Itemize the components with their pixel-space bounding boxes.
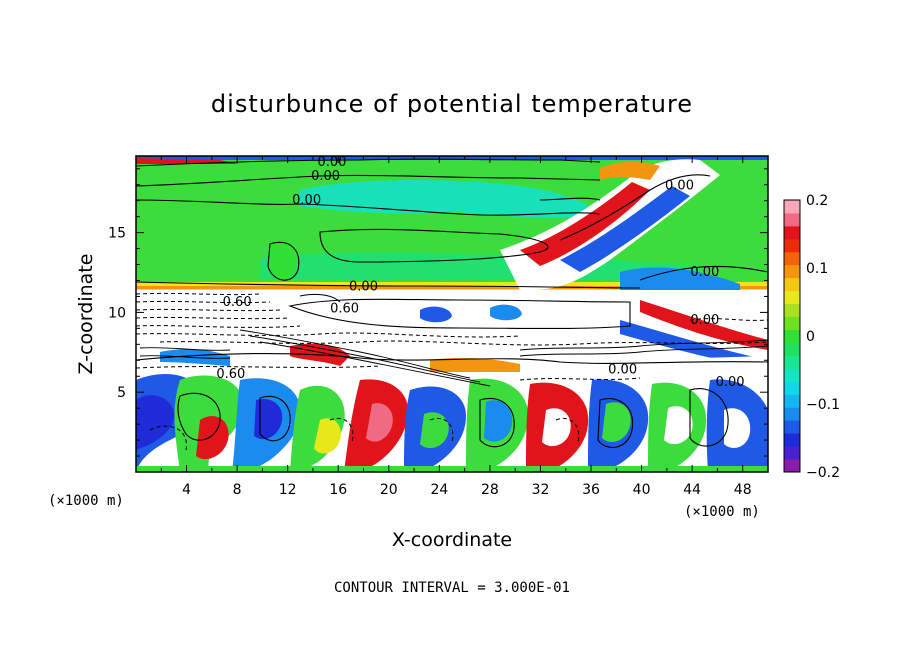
contour-label: 0.00 [608, 362, 637, 377]
swirl-8-white [542, 408, 571, 447]
ur-orange [600, 161, 660, 180]
swirl-10-white [664, 406, 693, 445]
x-tick-label: 24 [430, 482, 448, 498]
contour-label: 0.00 [716, 375, 745, 390]
colorbar-cell [784, 381, 800, 395]
colorbar-cell [784, 446, 800, 460]
swirl-9-green [602, 402, 631, 442]
colorbar-cell [784, 420, 800, 434]
y-axis-label: Z-coordinate [75, 254, 97, 375]
x-unit-label: (×1000 m) [684, 504, 760, 520]
x-tick-label: 36 [582, 482, 600, 498]
mid-blue-blob-2 [490, 304, 522, 321]
colorbar-cell [784, 329, 800, 343]
swirl-5-pink [366, 403, 393, 442]
colorbar-cell [784, 316, 800, 331]
swirl-7-blue [484, 400, 513, 442]
contour-label: 0.00 [292, 193, 321, 208]
colorbar-cells [784, 200, 800, 473]
colorbar-tick-label: 0.2 [806, 193, 828, 209]
lm-orange [430, 357, 520, 372]
contour-label: 0.00 [690, 313, 719, 328]
x-axis-label: X-coordinate [392, 529, 512, 551]
ur-red [520, 182, 650, 266]
colorbar-cell [784, 407, 800, 421]
x-tick-label: 32 [532, 482, 550, 498]
field-layers: 0.000.000.000.000.000.60 0.600.60 0.000.00… [136, 155, 768, 472]
colorbar: 0.2 0.1 0 −0.1 −0.2 [783, 193, 840, 481]
green-bubble [268, 239, 297, 281]
swirl-1-core [136, 395, 175, 450]
colorbar-tick-label: 0 [806, 329, 815, 345]
y-axis-ticks: 5 10 15 [108, 168, 768, 457]
contour-label: 0.00 [349, 279, 378, 294]
contour-label: 0.60 [216, 367, 245, 382]
colorbar-ticks: 0.2 0.1 0 −0.1 −0.2 [806, 193, 840, 481]
orange-line [136, 286, 768, 289]
colorbar-frame [783, 199, 801, 473]
x-tick-label: 4 [182, 482, 191, 498]
colorbar-tick-label: −0.1 [806, 397, 840, 413]
colorbar-cell [784, 355, 800, 369]
swirl-3-core [254, 398, 283, 440]
x-tick-label: 12 [279, 482, 297, 498]
contour-label: 0.00 [665, 179, 694, 194]
ur-blue [560, 186, 690, 272]
contour-labels: 0.000.000.000.000.000.60 0.600.60 0.000.00… [216, 155, 745, 390]
swirl-2-red [196, 416, 229, 460]
plot-frame [135, 155, 769, 473]
y-tick-label: 5 [117, 385, 126, 401]
x-tick-label: 40 [633, 482, 651, 498]
colorbar-cell [784, 394, 800, 408]
colorbar-cell [784, 277, 800, 292]
swirl-4 [290, 385, 345, 472]
ur-lower-blue [620, 267, 740, 296]
y-tick-label: 15 [108, 226, 126, 242]
colorbar-tick-label: −0.2 [806, 465, 840, 481]
colorbar-cell [784, 290, 800, 305]
contour-label: 0.60 [330, 302, 359, 317]
colorbar-cell [784, 368, 800, 382]
x-tick-label: 44 [683, 482, 701, 498]
contour-interval-text: CONTOUR INTERVAL = 3.000E-01 [334, 580, 570, 596]
colorbar-cell [784, 459, 800, 473]
colorbar-cell [784, 238, 800, 253]
colorbar-tick-label: 0.1 [806, 261, 828, 277]
dashed-contours [136, 292, 768, 451]
contour-label: 0.00 [317, 155, 346, 170]
x-tick-label: 8 [233, 482, 242, 498]
x-tick-label: 20 [380, 482, 398, 498]
colorbar-cell [784, 225, 800, 240]
mid-blue-blob [420, 306, 452, 323]
colorbar-cell [784, 251, 800, 266]
swirl-4-yellow [314, 418, 341, 454]
x-tick-label: 48 [734, 482, 752, 498]
top-edge-strip [136, 156, 768, 160]
x-axis-ticks: 4 8 12 16 20 24 28 32 36 40 44 48 [160, 156, 752, 498]
z-unit-label: (×1000 m) [48, 493, 124, 509]
swirl-6-green [420, 412, 449, 449]
contour-label: 0.60 [223, 295, 252, 310]
x-tick-label: 16 [329, 482, 347, 498]
mid-right-red [640, 300, 768, 350]
swirl-11-white [724, 408, 751, 448]
contour-label: 0.00 [690, 265, 719, 280]
plot-area: 0.000.000.000.000.000.60 0.600.60 0.000.00… [108, 155, 769, 498]
bottom-strip [136, 466, 768, 472]
colorbar-cell [784, 200, 800, 214]
colorbar-cell [784, 342, 800, 356]
mid-right-blue [620, 320, 768, 368]
x-tick-label: 28 [481, 482, 499, 498]
colorbar-cell [784, 433, 800, 447]
solid-contours [136, 158, 768, 448]
colorbar-cell [784, 303, 800, 318]
contour-label: 0.00 [311, 169, 340, 184]
colorbar-cell [784, 264, 800, 279]
dense-contours [139, 293, 768, 387]
y-tick-label: 10 [108, 305, 126, 321]
chart-title: disturbunce of potential temperature [211, 90, 693, 118]
colorbar-cell [784, 212, 800, 227]
